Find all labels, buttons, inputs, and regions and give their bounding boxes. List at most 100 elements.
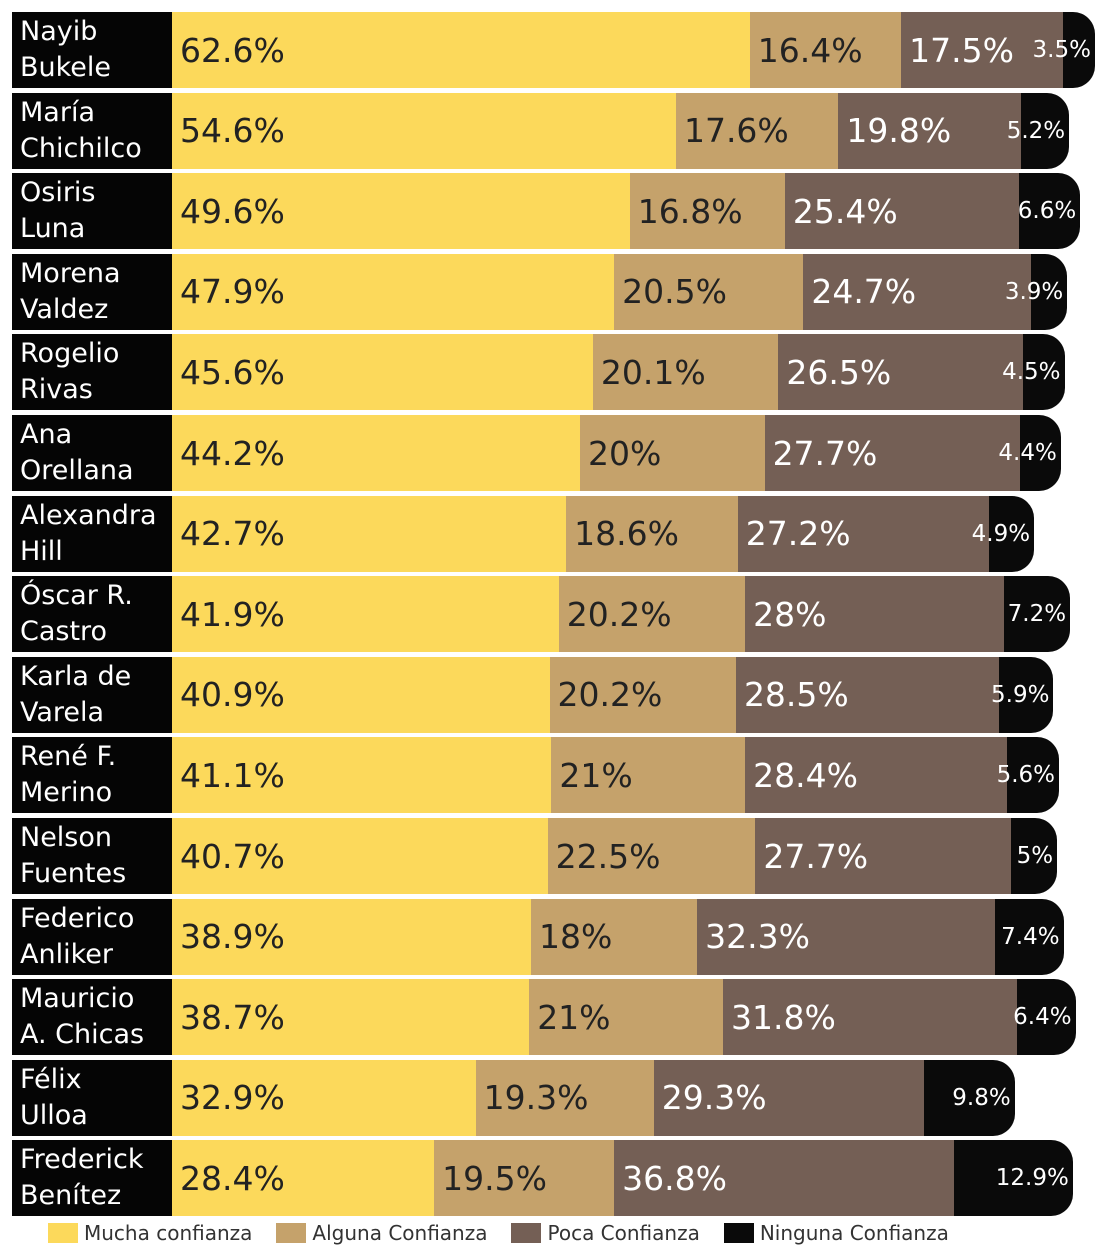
bar-segment: 62.6% — [172, 12, 750, 88]
bar-segment: 28.4% — [172, 1140, 435, 1217]
value-label: 24.7% — [811, 272, 917, 312]
bar-segment: 41.9% — [172, 576, 559, 653]
value-label: 36.8% — [622, 1158, 727, 1198]
value-label: 41.9% — [180, 594, 285, 634]
value-label: 20.2% — [557, 675, 663, 715]
bar-segment: 16.8% — [629, 173, 785, 250]
bar-segment: 19.8% — [838, 92, 1022, 169]
bar-segment: 26.5% — [778, 334, 1023, 411]
legend-label: Alguna Confianza — [312, 1221, 488, 1245]
bar-segment: 7.4% — [995, 898, 1064, 975]
legend-item: Poca Confianza — [511, 1221, 700, 1245]
value-label: 20.1% — [600, 352, 706, 392]
bar-segment: 20.1% — [592, 334, 779, 411]
value-label: 20% — [587, 433, 662, 473]
category-label: María Chichilco — [12, 92, 172, 169]
value-label: 26.5% — [786, 352, 892, 392]
value-label: 28.4% — [753, 755, 859, 795]
legend-swatch — [276, 1223, 307, 1243]
bar-segment: 16.4% — [749, 12, 902, 88]
bar-segment: 28.4% — [745, 737, 1008, 814]
bar-segment: 5.6% — [997, 737, 1059, 814]
bar-segment: 40.7% — [172, 818, 548, 894]
value-label: 3.9% — [1004, 278, 1064, 305]
bar-segment: 27.7% — [764, 415, 1021, 491]
bar-segment: 20.2% — [558, 576, 746, 653]
value-label: 5.9% — [991, 681, 1050, 708]
legend-swatch — [48, 1223, 78, 1243]
bar-segment: 5% — [1011, 818, 1058, 894]
value-label: 28.5% — [743, 675, 849, 715]
bar-segment: 17.6% — [675, 92, 839, 169]
value-label: 31.8% — [731, 997, 836, 1037]
value-label: 21% — [537, 997, 611, 1037]
value-label: 19.5% — [442, 1158, 547, 1198]
bar-segment: 5.9% — [991, 656, 1054, 733]
category-label: Federico Anliker — [12, 898, 172, 975]
bar-segment: 6.6% — [1018, 173, 1081, 250]
category-label: Alexandra Hill — [12, 495, 172, 572]
value-label: 17.6% — [683, 111, 789, 151]
value-label: 5.6% — [996, 762, 1055, 789]
legend-swatch — [511, 1223, 542, 1243]
bar-segment: 27.2% — [737, 495, 989, 572]
bar-segment: 19.5% — [434, 1140, 615, 1217]
value-label: 38.9% — [180, 917, 285, 957]
value-label: 16.8% — [637, 191, 743, 231]
value-label: 42.7% — [180, 514, 285, 554]
value-label: 7.4% — [1001, 923, 1060, 950]
legend-swatch — [723, 1223, 754, 1243]
bar-segment: 40.9% — [172, 656, 550, 733]
bar-segment: 24.7% — [803, 253, 1032, 330]
category-label: Rogelio Rivas — [12, 334, 172, 411]
bar-segment: 21% — [551, 737, 746, 814]
value-label: 54.6% — [180, 111, 285, 151]
category-label: Óscar R. Castro — [12, 576, 172, 653]
value-label: 18.6% — [574, 514, 679, 554]
category-label: Frederick Benítez — [12, 1140, 172, 1217]
value-label: 5% — [1016, 843, 1054, 869]
bar-segment: 42.7% — [172, 495, 567, 572]
value-label: 41.1% — [180, 755, 285, 795]
category-label: René F. Merino — [12, 737, 172, 814]
value-label: 49.6% — [180, 191, 285, 231]
bar-segment: 3.5% — [1033, 12, 1095, 88]
bar-segment: 36.8% — [614, 1140, 954, 1217]
value-label: 27.7% — [772, 433, 878, 473]
value-label: 6.4% — [1013, 1004, 1072, 1031]
value-label: 32.9% — [180, 1078, 285, 1118]
value-label: 19.3% — [483, 1078, 589, 1118]
value-label: 12.9% — [995, 1165, 1069, 1192]
value-label: 27.2% — [745, 514, 851, 554]
value-label: 32.3% — [705, 917, 811, 957]
value-label: 47.9% — [180, 272, 285, 312]
bar-segment: 29.3% — [653, 1059, 925, 1136]
value-label: 4.4% — [998, 440, 1057, 466]
bar-segment: 28.5% — [735, 656, 999, 733]
bar-segment: 3.9% — [1005, 253, 1068, 330]
value-label: 17.5% — [909, 30, 1014, 70]
value-label: 28.4% — [180, 1158, 285, 1198]
value-label: 28% — [753, 594, 827, 634]
value-label: 62.6% — [180, 30, 285, 70]
bar-segment: 18% — [531, 898, 698, 975]
bar-segment: 20.5% — [614, 253, 804, 330]
category-label: Nayib Bukele — [12, 12, 172, 88]
legend-item: Mucha confianza — [48, 1221, 252, 1245]
category-label: Nelson Fuentes — [12, 818, 172, 894]
bar-segment: 31.8% — [723, 979, 1017, 1056]
value-label: 20.5% — [622, 272, 727, 312]
value-label: 5.2% — [1006, 117, 1066, 144]
bar-segment: 47.9% — [172, 253, 615, 330]
category-label: Morena Valdez — [12, 253, 172, 330]
bar-segment: 25.4% — [784, 173, 1020, 250]
legend-label: Ninguna Confianza — [759, 1221, 949, 1245]
value-label: 29.3% — [661, 1078, 767, 1118]
value-label: 3.5% — [1032, 37, 1091, 63]
bar-segment: 4.9% — [972, 495, 1035, 572]
value-label: 16.4% — [757, 30, 863, 70]
category-label: Félix Ulloa — [12, 1059, 172, 1136]
bar-segment: 41.1% — [172, 737, 552, 814]
value-label: 9.8% — [952, 1084, 1011, 1111]
